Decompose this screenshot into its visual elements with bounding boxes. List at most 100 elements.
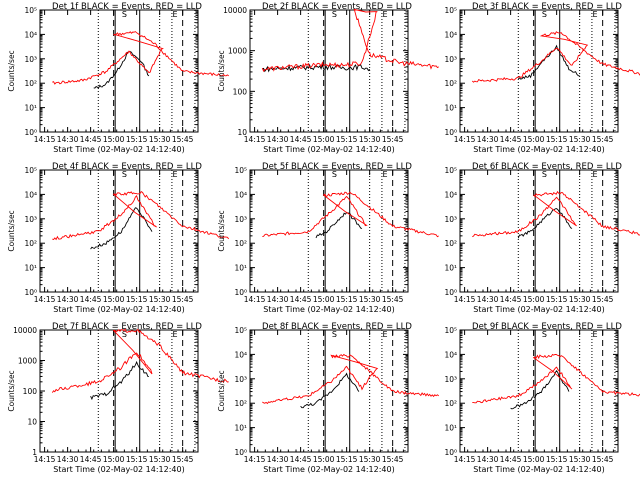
y-tick-label: 10⁴ (24, 30, 37, 39)
plot-frame (249, 9, 409, 133)
y-tick-label: 10¹ (444, 424, 457, 433)
y-tick-label: 10⁵ (444, 326, 457, 335)
end-marker: E (172, 10, 177, 19)
y-tick-label: 1000 (228, 47, 247, 56)
panel-title: Det 6f BLACK = Events, RED = LLD (472, 162, 622, 172)
x-tick-label: 14:45 (290, 455, 312, 464)
y-tick-label: 10³ (24, 215, 37, 224)
start-marker: S (332, 170, 337, 179)
end-marker: E (172, 170, 177, 179)
y-tick-label: 10000 (13, 326, 37, 335)
x-axis-label: Start Time (02-May-02 14:12:40) (263, 145, 394, 154)
y-tick-label: 10¹ (234, 264, 247, 273)
y-tick-label: 10⁴ (234, 350, 247, 359)
plot-frame (249, 169, 409, 293)
x-tick-label: 15:30 (149, 135, 171, 144)
x-tick-label: 15:30 (569, 455, 591, 464)
y-tick-label: 10² (234, 239, 247, 248)
x-tick-label: 15:45 (382, 455, 404, 464)
end-marker: E (172, 330, 177, 339)
y-tick-label: 10³ (234, 215, 247, 224)
x-tick-label: 15:45 (172, 135, 194, 144)
x-axis-label: Start Time (02-May-02 14:12:40) (53, 305, 184, 314)
plot-frame (459, 169, 619, 293)
events-series-line (90, 207, 153, 250)
x-tick-label: 15:45 (172, 455, 194, 464)
y-axis-label: Counts/sec (7, 50, 16, 91)
end-marker: E (382, 330, 387, 339)
start-marker: S (122, 10, 127, 19)
lld-series-line (262, 353, 439, 405)
events-series-line (517, 44, 580, 80)
y-axis-label: Counts/sec (217, 210, 226, 251)
y-tick-label: 10⁵ (234, 166, 247, 175)
x-tick-label: 15:30 (149, 295, 171, 304)
y-tick-label: 10000 (223, 6, 247, 15)
y-tick-label: 10⁰ (444, 448, 457, 457)
x-tick-label: 14:15 (454, 295, 476, 304)
y-tick-label: 10⁰ (234, 448, 247, 457)
x-tick-label: 15:15 (336, 295, 358, 304)
lld-series-line (52, 190, 230, 241)
x-tick-label: 15:00 (103, 135, 125, 144)
plot-frame (459, 329, 619, 453)
panel-title: Det 3f BLACK = Events, RED = LLD (472, 2, 622, 12)
x-tick-label: 14:15 (34, 135, 56, 144)
panel-9: Det 9f BLACK = Events, RED = LLD 10⁰ 10¹ 10… (444, 322, 640, 474)
x-tick-label: 15:45 (382, 295, 404, 304)
x-tick-label: 14:30 (267, 135, 289, 144)
start-marker: S (542, 330, 547, 339)
x-tick-label: 15:30 (149, 455, 171, 464)
y-tick-label: 10³ (234, 375, 247, 384)
panel-6: Det 6f BLACK = Events, RED = LLD 10⁰ 10¹ 10… (444, 162, 640, 314)
x-tick-label: 14:15 (244, 135, 266, 144)
y-tick-label: 100 (233, 87, 248, 96)
x-axis-label: Start Time (02-May-02 14:12:40) (473, 145, 604, 154)
panel-title: Det 4f BLACK = Events, RED = LLD (52, 162, 202, 172)
y-tick-label: 10⁰ (234, 288, 247, 297)
plot-frame (249, 329, 409, 453)
x-tick-label: 14:30 (477, 295, 499, 304)
y-tick-label: 10¹ (444, 264, 457, 273)
x-tick-label: 14:15 (34, 455, 56, 464)
start-marker: S (542, 10, 547, 19)
y-tick-label: 10³ (24, 55, 37, 64)
panel-8: Det 8f BLACK = Events, RED = LLD 10⁰ 10¹ 10… (217, 322, 439, 474)
y-tick-label: 10² (24, 239, 37, 248)
panel-title: Det 7f BLACK = Events, RED = LLD (52, 322, 202, 332)
x-tick-label: 15:30 (569, 295, 591, 304)
panel-3: Det 3f BLACK = Events, RED = LLD 10⁰ 10¹ 10… (444, 2, 640, 154)
events-series-line (90, 360, 149, 401)
x-tick-label: 14:45 (290, 135, 312, 144)
start-marker: S (122, 170, 127, 179)
y-tick-label: 10¹ (444, 104, 457, 113)
lld-series-line (472, 190, 640, 238)
lld-series-line (51, 328, 229, 393)
y-axis-label: Counts/sec (217, 370, 226, 411)
start-marker: S (122, 330, 127, 339)
x-tick-label: 14:30 (57, 295, 79, 304)
y-tick-label: 10¹ (24, 104, 37, 113)
y-axis-label: Counts/sec (7, 210, 16, 251)
x-tick-label: 15:00 (523, 135, 545, 144)
events-series-line (315, 211, 363, 239)
x-tick-label: 15:15 (336, 455, 358, 464)
x-tick-label: 15:00 (103, 455, 125, 464)
x-tick-label: 15:45 (592, 455, 614, 464)
x-tick-label: 15:15 (546, 295, 568, 304)
x-tick-label: 14:15 (34, 295, 56, 304)
events-series-line (93, 51, 150, 89)
x-tick-label: 14:45 (500, 135, 522, 144)
x-tick-label: 15:30 (359, 295, 381, 304)
lld-series-line (262, 191, 439, 238)
panel-title: Det 1f BLACK = Events, RED = LLD (52, 2, 202, 12)
y-tick-label: 10² (234, 399, 247, 408)
lld-series-line (472, 353, 640, 404)
y-tick-label: 10⁵ (234, 326, 247, 335)
y-tick-label: 10⁵ (444, 166, 457, 175)
y-tick-label: 10³ (444, 375, 457, 384)
x-tick-label: 14:15 (244, 455, 266, 464)
y-tick-label: 10² (444, 79, 457, 88)
x-tick-label: 14:45 (500, 455, 522, 464)
x-tick-label: 14:15 (454, 135, 476, 144)
